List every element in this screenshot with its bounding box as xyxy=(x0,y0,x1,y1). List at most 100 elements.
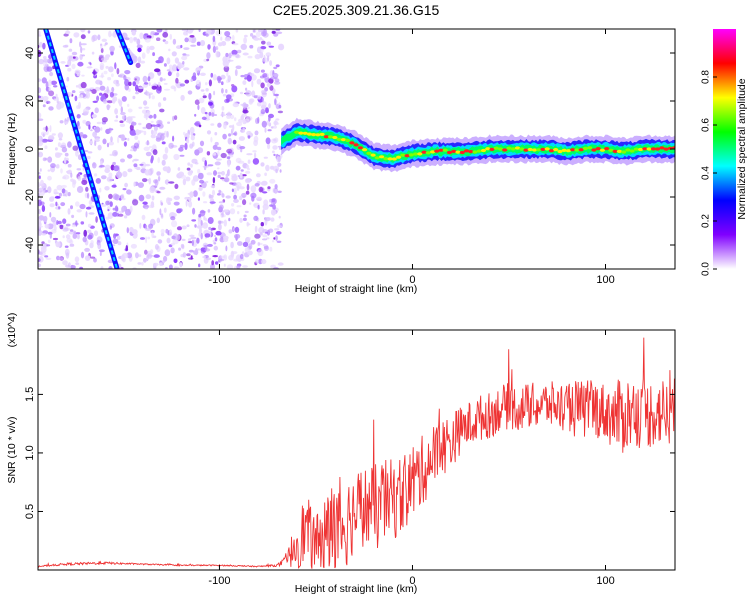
noise-speckle xyxy=(38,151,44,158)
noise-speckle xyxy=(88,212,95,215)
spectrogram-x-ticks: -100 0 100 xyxy=(208,29,615,286)
noise-speckle xyxy=(223,254,228,261)
noise-speckle xyxy=(87,234,93,240)
noise-speckle xyxy=(107,77,112,81)
noise-speckle xyxy=(42,58,49,63)
noise-speckle xyxy=(133,181,136,187)
noise-speckle xyxy=(76,233,80,240)
noise-speckle xyxy=(175,77,179,84)
y-tick-label: 0 xyxy=(24,146,36,152)
noise-speckle xyxy=(64,190,69,197)
noise-speckle xyxy=(192,207,196,215)
noise-speckle xyxy=(253,68,261,74)
noise-speckle xyxy=(212,177,216,184)
ridge-peak xyxy=(646,147,652,151)
noise-speckle xyxy=(57,142,61,147)
noise-speckle xyxy=(253,37,260,41)
colorbar-tick-label: 0.4 xyxy=(701,166,712,180)
snr-frame xyxy=(37,329,676,571)
noise-speckle xyxy=(245,190,250,195)
noise-speckle xyxy=(126,189,132,195)
noise-speckle xyxy=(62,174,70,180)
noise-speckle xyxy=(239,253,244,260)
noise-speckle xyxy=(279,169,282,173)
noise-speckle xyxy=(194,113,197,117)
noise-speckle xyxy=(74,256,80,263)
noise-speckle xyxy=(166,131,169,138)
noise-speckle xyxy=(199,72,206,77)
noise-speckle xyxy=(157,239,163,244)
noise-speckle xyxy=(91,114,97,119)
ridge-peak xyxy=(396,155,402,159)
noise-speckle xyxy=(271,138,278,144)
noise-speckle xyxy=(111,86,115,93)
noise-speckle xyxy=(261,259,267,265)
noise-speckle xyxy=(53,85,58,88)
noise-speckle xyxy=(200,220,203,227)
noise-speckle xyxy=(238,160,245,164)
noise-speckle xyxy=(257,95,262,100)
noise-speckle xyxy=(253,215,259,221)
noise-speckle xyxy=(106,142,110,148)
noise-speckle xyxy=(241,113,247,118)
noise-speckle xyxy=(135,84,139,92)
noise-speckle xyxy=(95,216,98,223)
noise-speckle xyxy=(203,215,206,221)
noise-speckle xyxy=(112,161,116,166)
noise-speckle xyxy=(161,141,166,145)
noise-speckle xyxy=(277,110,283,114)
noise-speckle xyxy=(56,96,59,104)
noise-speckle xyxy=(82,167,85,171)
noise-speckle xyxy=(185,54,190,57)
noise-speckle xyxy=(211,260,215,266)
noise-speckle xyxy=(197,248,200,251)
noise-speckle xyxy=(269,198,272,203)
noise-speckle xyxy=(101,94,106,98)
noise-speckle xyxy=(184,37,189,43)
noise-speckle xyxy=(243,37,248,44)
ridge-peak xyxy=(370,153,376,157)
noise-speckle xyxy=(205,180,209,184)
noise-speckle xyxy=(167,121,171,124)
noise-speckle xyxy=(203,165,207,171)
noise-speckle xyxy=(101,175,107,180)
noise-speckle xyxy=(90,239,94,245)
noise-speckle xyxy=(191,179,196,186)
noise-speckle xyxy=(253,135,259,143)
noise-speckle xyxy=(167,71,172,77)
ridge-peak xyxy=(655,147,661,151)
noise-speckle xyxy=(157,157,160,164)
noise-speckle xyxy=(186,253,191,257)
noise-speckle xyxy=(179,262,183,268)
noise-speckle xyxy=(264,172,267,177)
colorbar-ticks: 0.0 0.2 0.4 0.6 0.8 xyxy=(701,70,717,276)
noise-speckle xyxy=(207,164,214,167)
snr-y-ticks: 0.5 1.0 1.5 xyxy=(24,387,675,519)
ridge-peak xyxy=(625,148,631,152)
noise-speckle xyxy=(269,85,274,91)
noise-speckle xyxy=(76,186,84,193)
noise-speckle xyxy=(257,116,260,124)
noise-speckle xyxy=(276,231,282,235)
noise-speckle xyxy=(183,131,186,136)
noise-speckle xyxy=(115,115,119,119)
noise-speckle xyxy=(244,210,249,214)
noise-speckle xyxy=(99,85,106,91)
noise-speckle xyxy=(235,65,242,70)
noise-speckle xyxy=(145,228,152,231)
noise-speckle xyxy=(259,232,263,236)
noise-speckle xyxy=(77,176,82,181)
noise-speckle xyxy=(230,241,234,249)
noise-speckle xyxy=(111,184,117,188)
noise-speckle xyxy=(67,169,72,174)
noise-speckle xyxy=(233,101,237,105)
noise-speckle xyxy=(170,216,176,221)
noise-speckle xyxy=(126,252,133,259)
colorbar: 0.0 0.2 0.4 0.6 0.8 Normalized spectral ampl… xyxy=(701,29,748,276)
noise-speckle xyxy=(48,106,54,111)
noise-speckle xyxy=(87,192,90,199)
y-tick-label: -40 xyxy=(24,237,36,253)
snr-y-scale-label: (x10^4) xyxy=(6,313,18,348)
noise-speckle xyxy=(70,172,73,178)
noise-speckle xyxy=(159,208,162,216)
